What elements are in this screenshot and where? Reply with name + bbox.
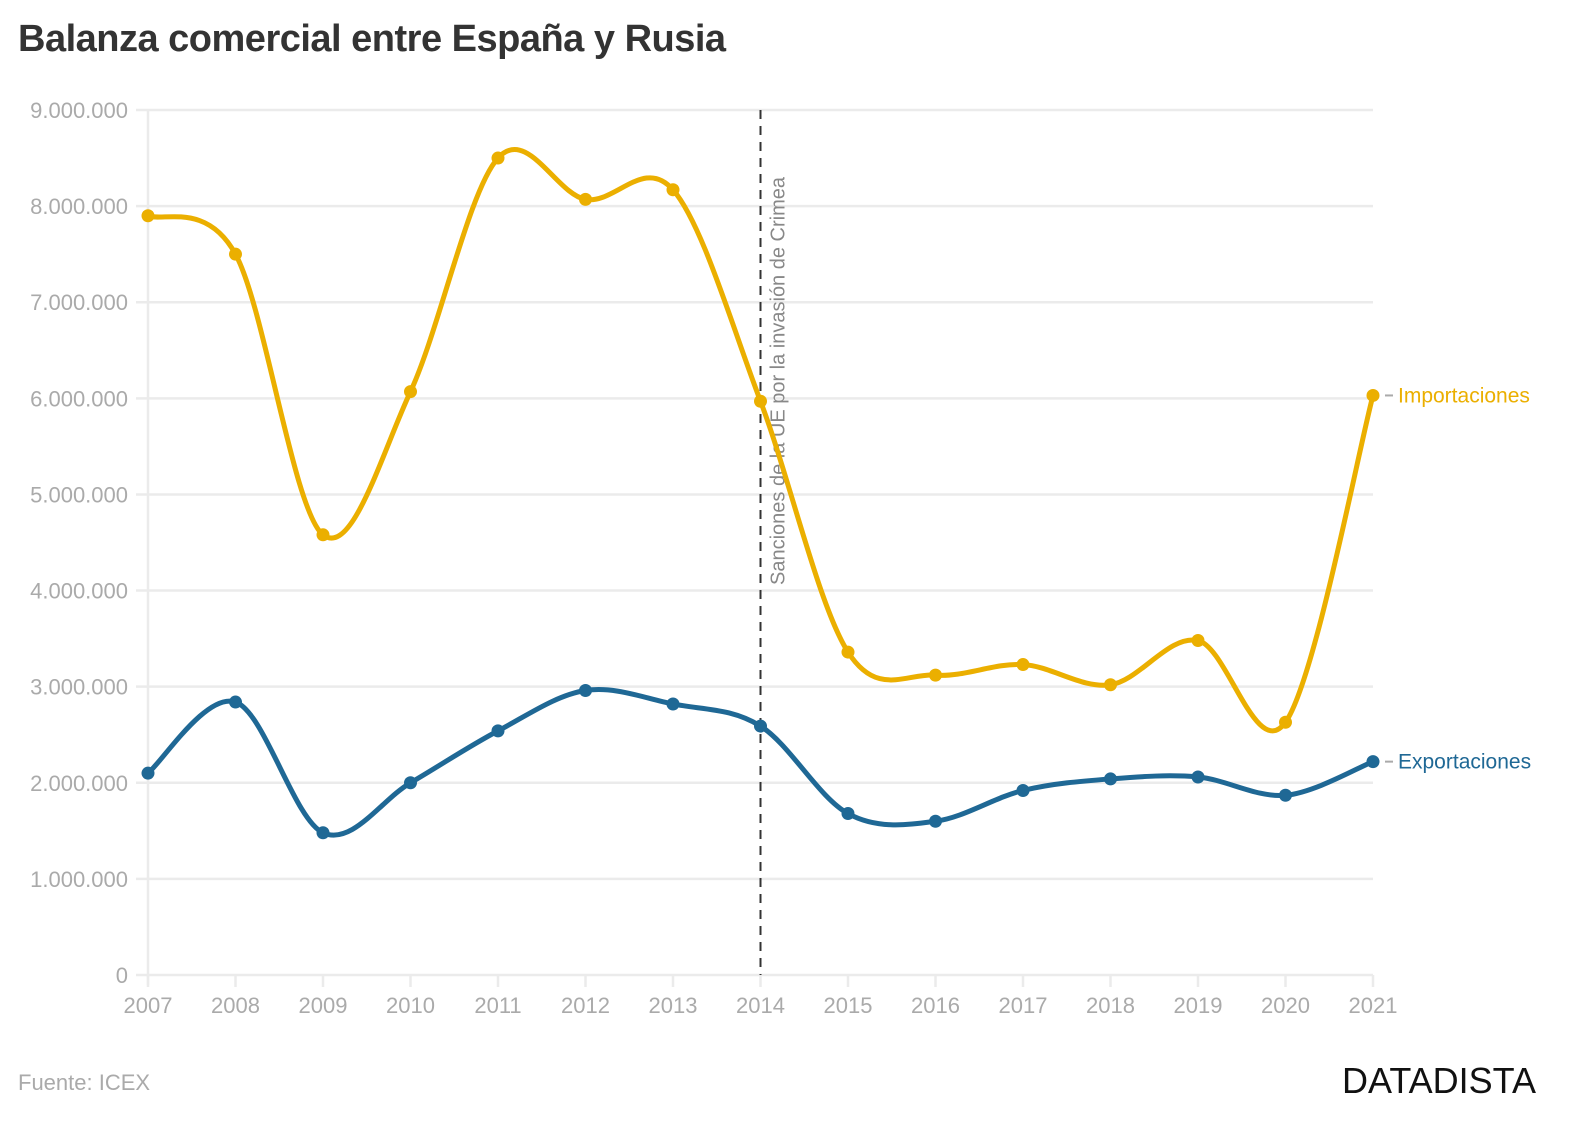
point-exportaciones [754,719,767,733]
point-exportaciones [579,684,592,698]
point-importaciones [1279,715,1292,729]
x-tick-label: 2018 [1086,993,1135,1018]
point-importaciones [1191,634,1205,648]
x-tick-label: 2012 [561,993,610,1018]
series-labels: Importaciones Exportaciones [1385,384,1531,774]
x-tick-label: 2015 [824,993,873,1018]
point-exportaciones [1016,783,1030,797]
point-importaciones [1016,658,1030,672]
point-exportaciones [1104,772,1117,786]
x-tick-label: 2021 [1349,993,1398,1018]
y-tick-label: 7.000.000 [30,290,128,315]
series-exportaciones [141,684,1380,840]
gridlines [136,108,1373,985]
point-importaciones [579,192,592,206]
point-importaciones [141,209,155,223]
x-tick-label: 2016 [911,993,960,1018]
point-exportaciones [841,807,855,821]
point-exportaciones [1366,755,1380,769]
y-tick-label: 6.000.000 [30,386,128,411]
x-axis: 2007 2008 2009 2010 2011 2012 2013 2014 2015 2016… [124,975,1398,1018]
point-exportaciones [666,697,680,711]
brand-logo: DATADISTA [1341,1060,1536,1101]
x-tick-label: 2013 [649,993,698,1018]
point-importaciones [929,668,942,682]
point-exportaciones [1191,770,1205,784]
point-exportaciones [404,776,417,790]
point-exportaciones [929,814,942,828]
series-importaciones [141,147,1380,734]
y-tick-label: 9.000.000 [30,98,128,123]
point-importaciones [491,151,505,165]
point-importaciones [404,385,417,399]
source-note: Fuente: ICEX [18,1070,151,1095]
y-tick-label: 1.000.000 [30,867,128,892]
series-label-importaciones: Importaciones [1398,384,1530,407]
point-exportaciones [316,826,330,840]
point-exportaciones [141,766,155,780]
y-tick-label: 2.000.000 [30,771,128,796]
x-tick-label: 2011 [474,993,521,1018]
annotations: Sanciones de la UE por la invasión de Cr… [759,110,790,975]
point-importaciones [841,645,855,659]
x-tick-label: 2019 [1174,993,1223,1018]
series-group [141,147,1380,840]
point-importaciones [316,528,330,542]
y-axis: 0 1.000.000 2.000.000 3.000.000 4.000.000 5.0… [30,98,128,988]
chart-title: Balanza comercial entre España y Rusia [18,18,726,60]
x-tick-label: 2009 [299,993,348,1018]
x-tick-label: 2007 [124,993,173,1018]
point-exportaciones [491,724,505,738]
y-tick-label: 3.000.000 [30,675,128,700]
point-importaciones [754,394,767,408]
y-tick-label: 0 [116,963,128,988]
x-tick-label: 2008 [211,993,260,1018]
y-tick-label: 4.000.000 [30,579,128,604]
point-importaciones [1366,388,1380,402]
point-exportaciones [229,695,242,709]
y-tick-label: 5.000.000 [30,482,128,507]
series-label-exportaciones: Exportaciones [1398,751,1531,774]
x-tick-label: 2017 [999,993,1048,1018]
line-exportaciones [145,687,1376,838]
point-exportaciones [1279,788,1292,802]
x-tick-label: 2010 [386,993,435,1018]
point-importaciones [229,247,242,261]
y-tick-label: 8.000.000 [30,194,128,219]
x-tick-label: 2014 [736,993,785,1018]
x-tick-label: 2020 [1261,993,1310,1018]
annotation-label: Sanciones de la UE por la invasión de Cr… [768,176,790,585]
point-importaciones [1104,678,1117,692]
point-importaciones [666,183,680,197]
